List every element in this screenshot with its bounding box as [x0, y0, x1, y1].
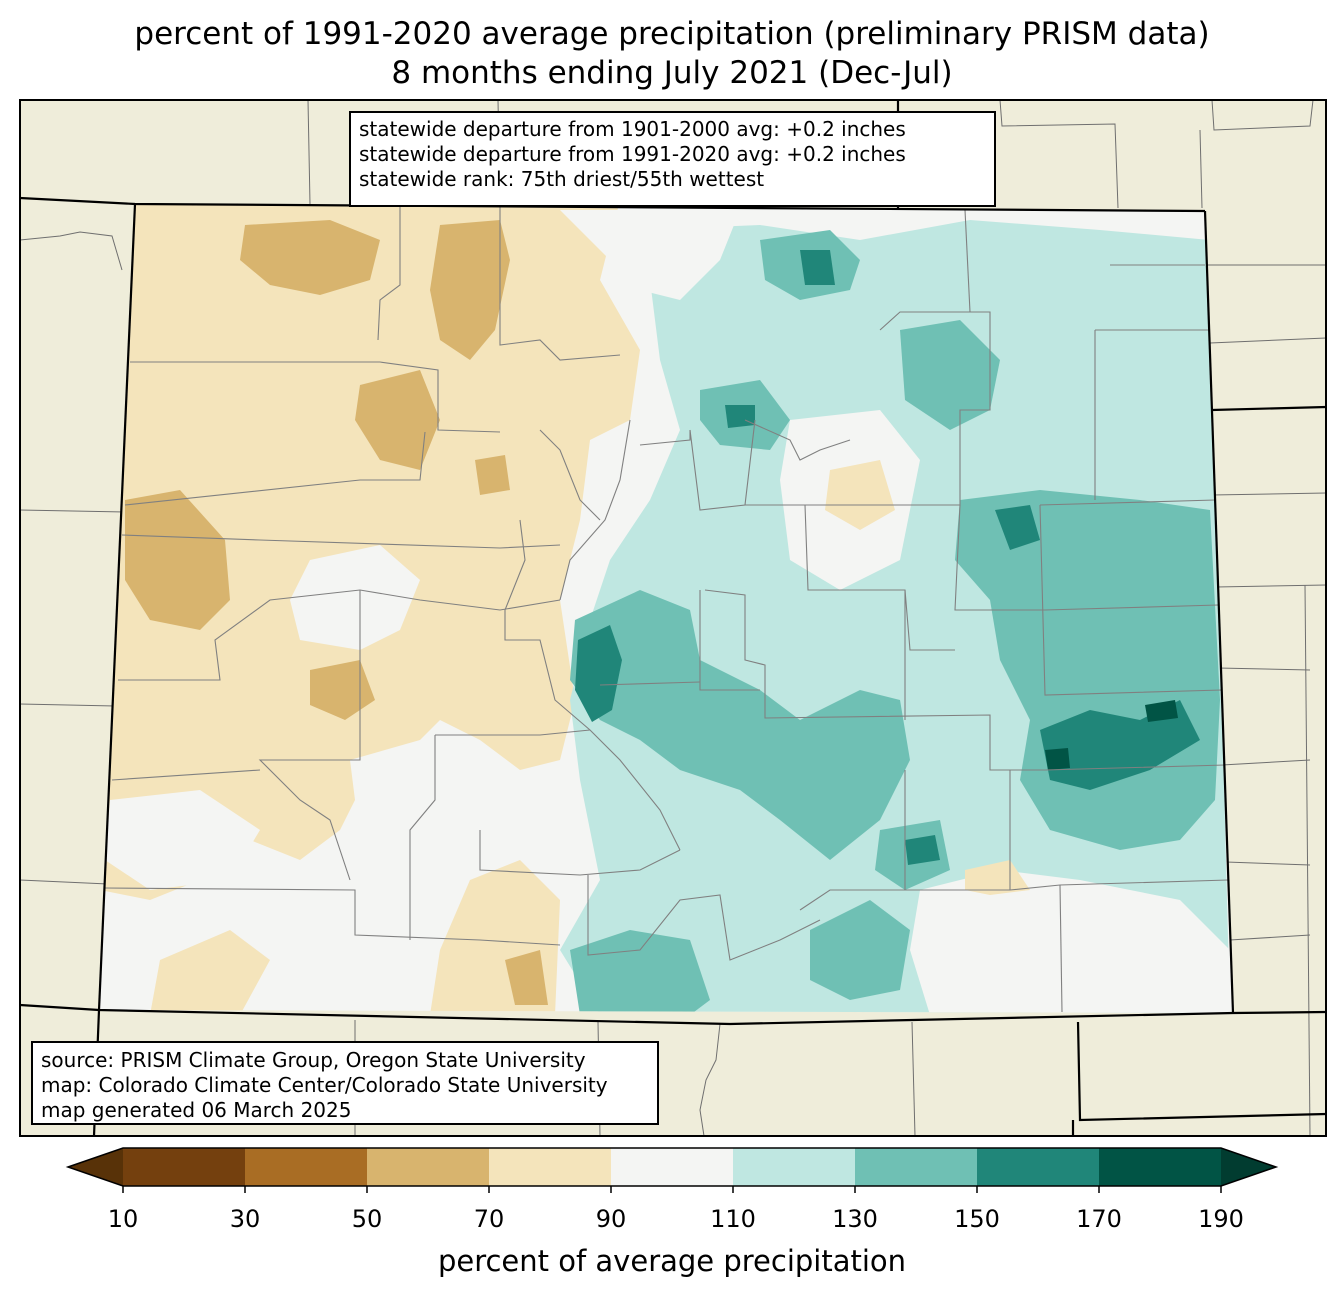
source-line-1: source: PRISM Climate Group, Oregon Stat…: [41, 1048, 586, 1072]
colorbar-label: percent of average precipitation: [437, 1244, 907, 1278]
map-border: [19, 99, 1327, 1137]
normal-region-west: [290, 545, 420, 650]
wet-region-130-150-foothills: [570, 590, 910, 860]
colorbar-segment: [855, 1148, 978, 1186]
colorbar-tick-label: 50: [351, 1205, 383, 1233]
colorbar-tick-label: 190: [1198, 1205, 1244, 1233]
wet-region-150-170-east: [995, 505, 1040, 550]
normal-region-plains-southeast: [910, 870, 1230, 1013]
colorbar-tick-label: 30: [229, 1205, 261, 1233]
colorbar: [65, 1147, 1279, 1193]
wet-region-170-190-b: [1045, 748, 1070, 770]
dry-region-southwest: [150, 930, 270, 1013]
dry-region-50-70-north: [430, 220, 510, 360]
dry-region-50-70-south: [505, 950, 548, 1005]
wet-region-130-150-northeast: [900, 320, 1000, 430]
normal-region-southwest: [105, 790, 260, 890]
wet-region-130-150-south: [570, 930, 710, 1013]
colorbar-segment: [1099, 1148, 1222, 1186]
wet-region-150-170-arkansas: [905, 835, 940, 865]
wet-region-150-170-se: [1040, 700, 1200, 790]
colorbar-tick-label: 110: [710, 1205, 756, 1233]
precipitation-field: [100, 204, 1230, 1013]
colorbar-tick-label: 10: [107, 1205, 139, 1233]
normal-region-plains-north: [560, 210, 740, 300]
dry-region-50-70-central: [355, 370, 440, 470]
statewide-stats-box: statewide departure from 1901-2000 avg: …: [349, 111, 996, 207]
colorbar-segment: [733, 1148, 856, 1186]
dry-region-50-70-nw: [240, 220, 380, 295]
stats-line-2: statewide departure from 1991-2020 avg: …: [359, 142, 906, 166]
wet-region-150-170-pikes: [575, 625, 622, 722]
wet-region-130-150-se: [810, 900, 910, 1000]
stats-line-1: statewide departure from 1901-2000 avg: …: [359, 117, 906, 141]
colorbar-under-arrow: [68, 1148, 123, 1186]
source-line-2: map: Colorado Climate Center/Colorado St…: [41, 1073, 608, 1097]
colorbar-tick-label: 70: [473, 1205, 505, 1233]
colorbar-tick-label: 150: [954, 1205, 1000, 1233]
colorbar-segment: [367, 1148, 490, 1186]
state-boundaries: [19, 100, 1327, 1137]
wet-region-170-190: [1145, 700, 1178, 722]
county-boundaries: [104, 206, 1229, 1013]
source-line-3: map generated 06 March 2025: [41, 1098, 352, 1122]
colorbar-tick-marks: [122, 1186, 1222, 1193]
colorbar-over-arrow: [1221, 1148, 1276, 1186]
map-title-line2: 8 months ending July 2021 (Dec-Jul): [391, 55, 953, 91]
colorbar-segments: [123, 1148, 1222, 1186]
normal-region-sanjuans: [350, 740, 470, 870]
map-title-line1: percent of 1991-2020 average precipitati…: [134, 16, 1210, 52]
dry-region-50-70-west: [125, 490, 230, 630]
dry-region-plains-se: [965, 860, 1030, 895]
colorbar-segment: [123, 1148, 246, 1186]
wet-region-150-170-north: [725, 405, 755, 428]
colorbar-tick-label: 130: [832, 1205, 878, 1233]
colorbar-segment: [977, 1148, 1100, 1186]
dry-region-plains-70-90: [825, 460, 895, 530]
colorbar-segment: [245, 1148, 368, 1186]
dry-region-50-70-pocket: [475, 455, 510, 495]
stats-line-3: statewide rank: 75th driest/55th wettest: [359, 167, 765, 191]
colorbar-tick-label: 170: [1076, 1205, 1122, 1233]
colorbar-segment: [489, 1148, 612, 1186]
colorbar-tick-label: 90: [595, 1205, 627, 1233]
wet-region-150-170-ne: [800, 250, 835, 285]
colorbar-segment: [611, 1148, 734, 1186]
dry-region-50-70-midwest: [310, 660, 375, 720]
source-box: source: PRISM Climate Group, Oregon Stat…: [31, 1041, 659, 1125]
